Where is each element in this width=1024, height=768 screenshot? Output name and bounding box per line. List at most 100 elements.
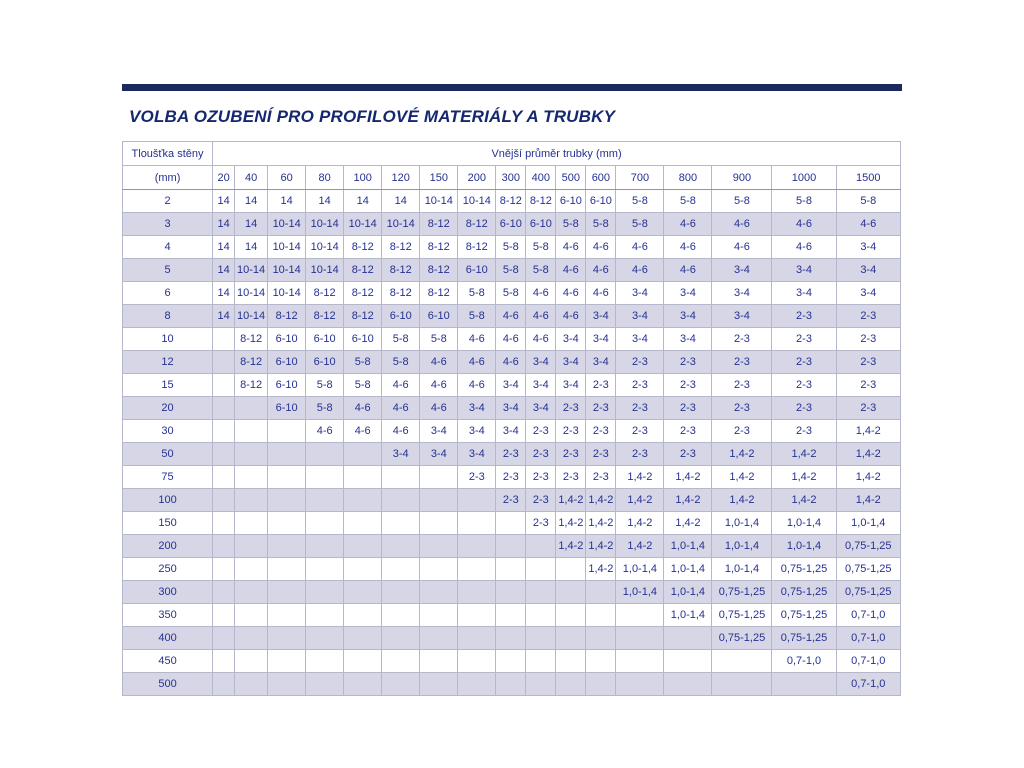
table-cell: 10-14 bbox=[457, 189, 497, 213]
column-header: 700 bbox=[615, 165, 665, 190]
table-cell: 4-6 bbox=[585, 235, 617, 259]
table-cell: 1,4-2 bbox=[835, 419, 902, 443]
table-cell: 3-4 bbox=[835, 235, 902, 259]
table-cell: 5-8 bbox=[457, 304, 497, 328]
table-cell bbox=[419, 557, 459, 581]
table-cell bbox=[771, 672, 837, 696]
table-cell bbox=[585, 672, 617, 696]
table-cell: 2-3 bbox=[615, 419, 665, 443]
table-cell bbox=[381, 557, 421, 581]
table-cell: 4-6 bbox=[305, 419, 345, 443]
column-header: 400 bbox=[525, 165, 557, 190]
table-cell: 0,75-1,25 bbox=[711, 580, 773, 604]
table-cell bbox=[267, 465, 307, 489]
table-cell bbox=[234, 672, 269, 696]
table-cell: 2-3 bbox=[663, 396, 713, 420]
table-cell: 2-3 bbox=[711, 373, 773, 397]
table-cell: 0,75-1,25 bbox=[711, 603, 773, 627]
table-cell: 10-14 bbox=[343, 212, 383, 236]
table-cell: 3-4 bbox=[771, 258, 837, 282]
row-header: 200 bbox=[121, 534, 214, 558]
table-cell: 2-3 bbox=[525, 465, 557, 489]
table-cell: 6-10 bbox=[457, 258, 497, 282]
table-cell: 8-12 bbox=[234, 350, 269, 374]
table-cell: 0,75-1,25 bbox=[835, 557, 902, 581]
span-header: Vnější průměr trubky (mm) bbox=[212, 141, 901, 166]
table-cell: 0,75-1,25 bbox=[835, 580, 902, 604]
table-cell: 4-6 bbox=[525, 304, 557, 328]
table-cell: 5-8 bbox=[381, 327, 421, 351]
table-cell: 2-3 bbox=[525, 419, 557, 443]
table-cell: 2-3 bbox=[771, 396, 837, 420]
table-cell bbox=[457, 488, 497, 512]
row-header: 3 bbox=[121, 212, 214, 236]
column-header: 500 bbox=[555, 165, 587, 190]
table-cell: 8-12 bbox=[343, 304, 383, 328]
table-cell: 4-6 bbox=[555, 304, 587, 328]
table-cell: 14 bbox=[234, 189, 269, 213]
row-header: 6 bbox=[121, 281, 214, 305]
table-cell bbox=[234, 488, 269, 512]
table-cell: 4-6 bbox=[381, 419, 421, 443]
table-cell: 1,0-1,4 bbox=[615, 580, 665, 604]
row-header: 250 bbox=[121, 557, 214, 581]
table-cell: 2-3 bbox=[771, 419, 837, 443]
table-cell: 8-12 bbox=[457, 212, 497, 236]
table-cell bbox=[381, 511, 421, 535]
table-cell: 3-4 bbox=[381, 442, 421, 466]
table-cell: 4-6 bbox=[585, 281, 617, 305]
row-header: 300 bbox=[121, 580, 214, 604]
table-cell bbox=[343, 580, 383, 604]
table-cell: 5-8 bbox=[381, 350, 421, 374]
row-header: 450 bbox=[121, 649, 214, 673]
table-cell: 8-12 bbox=[419, 212, 459, 236]
table-cell: 2-3 bbox=[711, 396, 773, 420]
table-cell: 6-10 bbox=[343, 327, 383, 351]
table-cell bbox=[212, 672, 236, 696]
table-cell: 10-14 bbox=[381, 212, 421, 236]
table-cell: 1,0-1,4 bbox=[711, 557, 773, 581]
table-cell: 6-10 bbox=[585, 189, 617, 213]
table-cell: 4-6 bbox=[525, 327, 557, 351]
row-header: 400 bbox=[121, 626, 214, 650]
table-cell: 2-3 bbox=[615, 396, 665, 420]
table-cell: 3-4 bbox=[495, 419, 527, 443]
table-cell: 0,75-1,25 bbox=[771, 626, 837, 650]
table-cell bbox=[234, 580, 269, 604]
table-cell: 1,0-1,4 bbox=[835, 511, 902, 535]
table-cell bbox=[343, 603, 383, 627]
table-cell: 2-3 bbox=[585, 465, 617, 489]
table-cell: 3-4 bbox=[457, 442, 497, 466]
table-cell: 2-3 bbox=[555, 442, 587, 466]
table-cell: 3-4 bbox=[555, 373, 587, 397]
table-cell: 4-6 bbox=[663, 258, 713, 282]
table-cell: 5-8 bbox=[305, 373, 345, 397]
row-header: 30 bbox=[121, 419, 214, 443]
row-header: 15 bbox=[121, 373, 214, 397]
table-cell: 8-12 bbox=[419, 235, 459, 259]
table-cell bbox=[555, 603, 587, 627]
table-cell bbox=[212, 419, 236, 443]
table-cell bbox=[212, 442, 236, 466]
table-cell bbox=[212, 534, 236, 558]
table-cell: 8-12 bbox=[419, 258, 459, 282]
table-cell: 2-3 bbox=[495, 488, 527, 512]
table-cell: 1,4-2 bbox=[711, 488, 773, 512]
table-cell: 3-4 bbox=[457, 419, 497, 443]
table-cell: 14 bbox=[212, 258, 236, 282]
table-cell bbox=[525, 557, 557, 581]
table-cell: 5-8 bbox=[457, 281, 497, 305]
table-cell: 2-3 bbox=[771, 373, 837, 397]
table-cell: 5-8 bbox=[419, 327, 459, 351]
table-cell bbox=[495, 649, 527, 673]
table-cell: 1,4-2 bbox=[585, 534, 617, 558]
table-cell: 14 bbox=[212, 304, 236, 328]
table-cell bbox=[615, 672, 665, 696]
table-cell: 3-4 bbox=[457, 396, 497, 420]
table-row: 75 2-3 2-3 2-3 2-3 2-3 1,4-2 1,4-2 1,4-2 1,4-2 1,4… bbox=[121, 465, 902, 489]
table-cell: 6-10 bbox=[525, 212, 557, 236]
column-header: 20 bbox=[212, 165, 236, 190]
table-cell: 1,0-1,4 bbox=[771, 534, 837, 558]
column-header: 120 bbox=[381, 165, 421, 190]
table-cell bbox=[234, 419, 269, 443]
